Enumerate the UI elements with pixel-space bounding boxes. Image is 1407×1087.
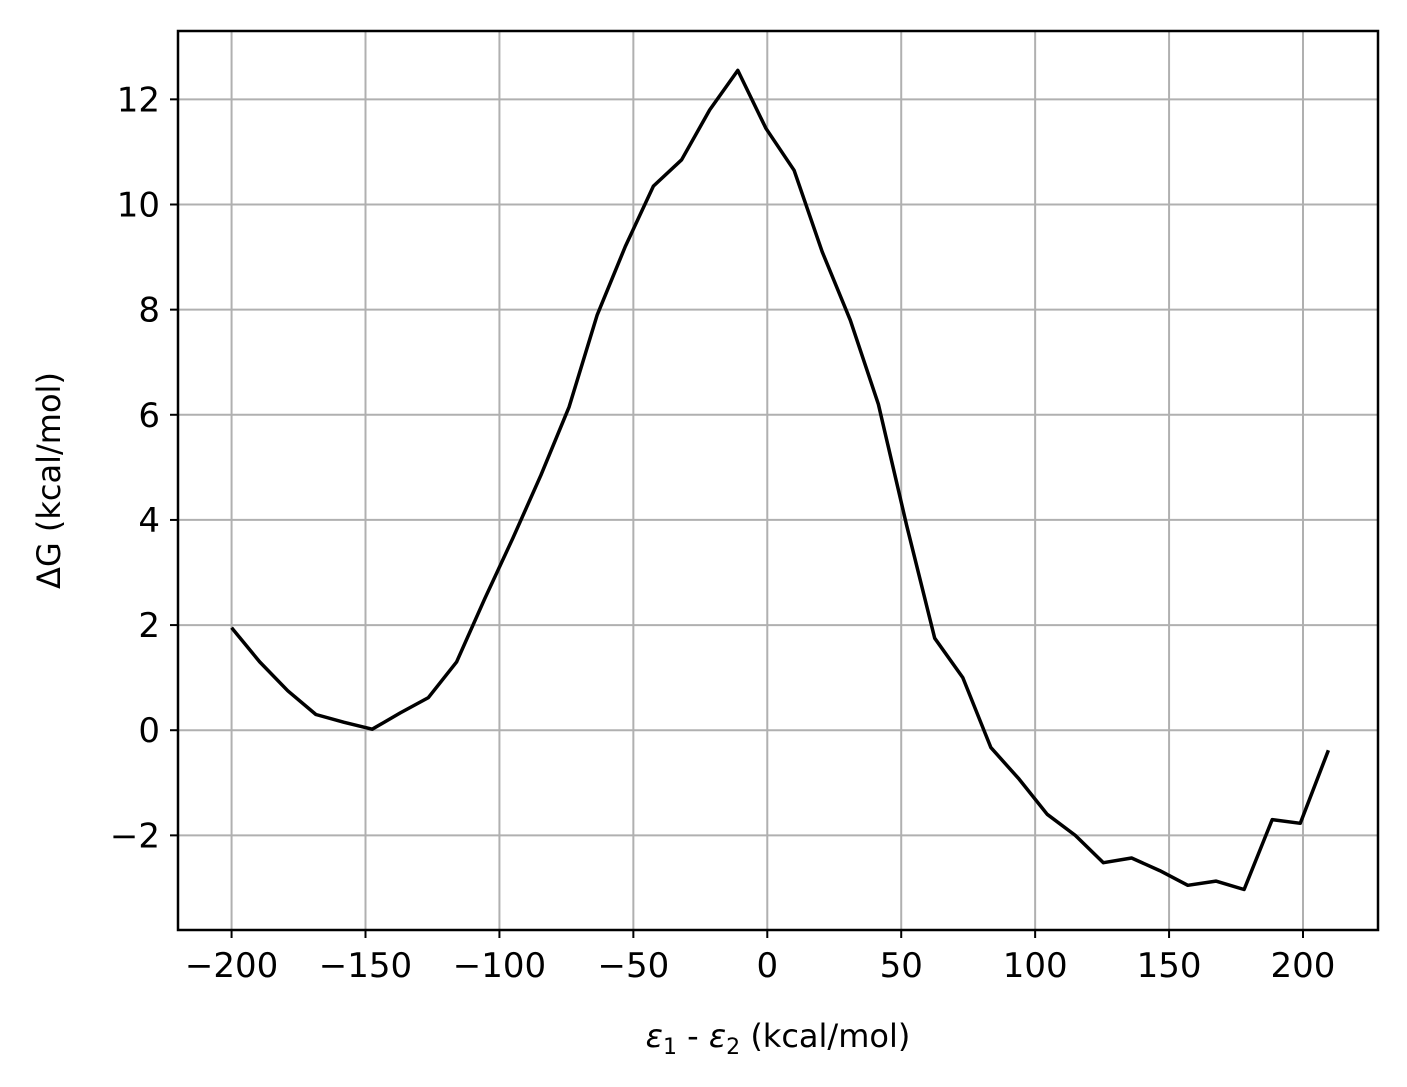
x-tick-label: 150 [1137,946,1202,986]
y-tick-label: 4 [138,501,160,541]
x-axis-label-sub1: 1 [663,1035,677,1060]
y-axis-label: ΔG (kcal/mol) [30,372,68,589]
x-axis-label-base: ε [646,1017,663,1055]
y-tick-label: 8 [138,291,160,331]
y-tick-label: 2 [138,606,160,646]
x-tick-label: 200 [1271,946,1336,986]
x-tick-label: −200 [185,946,278,986]
x-axis-label-sub2: 2 [726,1035,740,1060]
y-tick-label: 0 [138,711,160,751]
ticks: −200 −150 −100 −50 0 50 100 150 200 −2 0 2 4 6 8 10 12 [110,80,1336,986]
x-axis-label-suffix: (kcal/mol) [740,1017,910,1055]
grid [178,31,1378,930]
x-tick-label: 100 [1003,946,1068,986]
x-tick-label: −150 [319,946,412,986]
series-line [230,68,1331,892]
x-tick-label: 50 [880,946,923,986]
y-tick-label: 6 [138,396,160,436]
axis-labels: ε1 - ε2 (kcal/mol) ΔG (kcal/mol) [30,372,910,1060]
x-tick-label: −50 [597,946,669,986]
plot-frame [176,29,1380,932]
y-tick-label: 10 [117,185,160,225]
x-axis-label-separator: - [677,1017,709,1055]
x-tick-label: 0 [756,946,778,986]
y-tick-label: −2 [110,816,160,856]
x-axis-label-base-2: ε [709,1017,726,1055]
x-axis-label: ε1 - ε2 (kcal/mol) [646,1017,911,1060]
x-tick-label: −100 [453,946,546,986]
series-layer [230,68,1331,892]
y-tick-label: 12 [117,80,160,120]
